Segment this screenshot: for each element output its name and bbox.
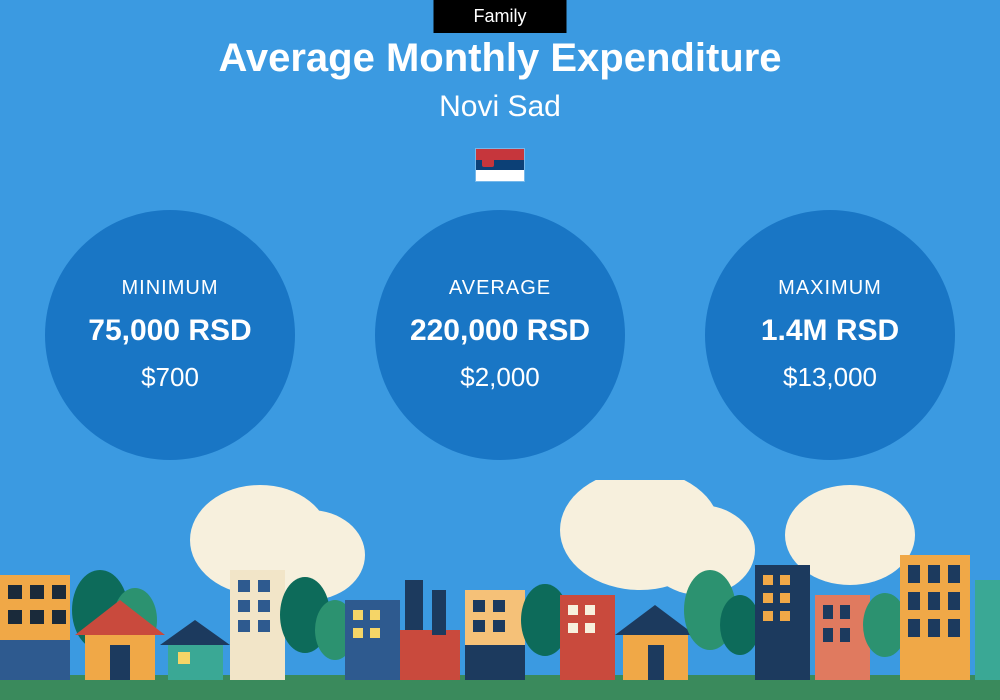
stat-circle-average: AVERAGE 220,000 RSD $2,000 <box>375 210 625 460</box>
stat-secondary: $2,000 <box>460 362 540 393</box>
building-red <box>560 595 615 680</box>
flag-icon <box>475 148 525 182</box>
skyline-illustration <box>0 480 1000 700</box>
stat-circles: MINIMUM 75,000 RSD $700 AVERAGE 220,000 … <box>0 210 1000 460</box>
stat-label: MAXIMUM <box>778 277 882 300</box>
factory <box>400 580 460 680</box>
tree <box>720 595 760 655</box>
building-navy-tall <box>755 565 810 680</box>
stat-circle-maximum: MAXIMUM 1.4M RSD $13,000 <box>705 210 955 460</box>
flag-emblem <box>482 153 494 167</box>
building-edge <box>975 580 1000 680</box>
stat-primary: 1.4M RSD <box>761 314 899 348</box>
building-blue <box>345 600 400 680</box>
stat-label: AVERAGE <box>449 277 551 300</box>
flag-stripe-bot <box>476 170 524 181</box>
stat-secondary: $700 <box>141 362 199 393</box>
building-left-1 <box>0 575 70 680</box>
house-teal <box>160 620 230 680</box>
stat-primary: 75,000 RSD <box>88 314 251 348</box>
stat-secondary: $13,000 <box>783 362 877 393</box>
badge-text: Family <box>474 6 527 26</box>
category-badge: Family <box>434 0 567 33</box>
building-cream <box>230 570 285 680</box>
page-subtitle: Novi Sad <box>0 90 1000 124</box>
page-title: Average Monthly Expenditure <box>0 36 1000 81</box>
stat-label: MINIMUM <box>122 277 219 300</box>
stat-circle-minimum: MINIMUM 75,000 RSD $700 <box>45 210 295 460</box>
house-orange-2 <box>615 605 695 680</box>
building-right-orange <box>900 555 970 680</box>
building-mid-orange <box>465 590 525 680</box>
infographic-canvas: Family Average Monthly Expenditure Novi … <box>0 0 1000 700</box>
building-salmon <box>815 595 870 680</box>
stat-primary: 220,000 RSD <box>410 314 590 348</box>
